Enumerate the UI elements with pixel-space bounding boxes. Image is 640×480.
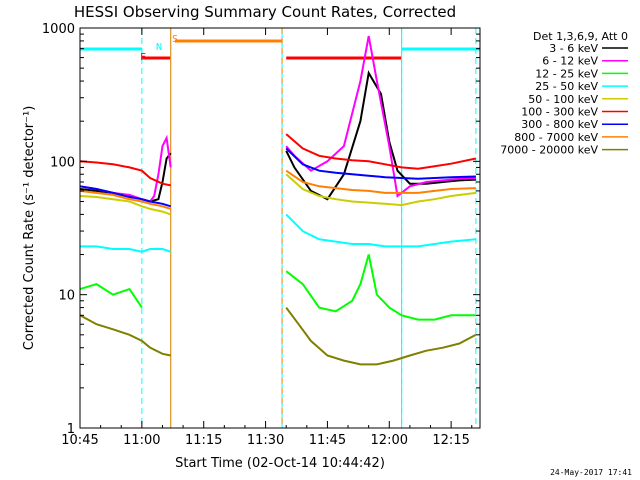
y-tick-label: 100 (50, 155, 75, 170)
series-line (285, 169, 476, 194)
plot-frame (79, 27, 481, 429)
series-line (285, 133, 477, 170)
legend-label: 300 - 800 keV (521, 118, 598, 131)
x-tick-label: 10:45 (61, 433, 98, 448)
legend-label: 800 - 7000 keV (514, 131, 598, 144)
legend-label: 25 - 50 keV (535, 80, 598, 93)
state-bars (80, 39, 480, 60)
series-line (79, 283, 143, 309)
series-line (285, 35, 476, 198)
legend-label: 7000 - 20000 keV (500, 144, 598, 157)
series-line (285, 173, 477, 207)
state-annotation: F (140, 52, 146, 63)
series-line (79, 195, 172, 216)
legend-title: Det 1,3,6,9, Att 0 (533, 30, 628, 43)
series-line (79, 160, 171, 187)
x-tick-label: 12:00 (371, 433, 408, 448)
series-line (285, 254, 476, 321)
x-tick-label: 11:15 (185, 433, 222, 448)
series-line (285, 213, 476, 248)
legend-label: 50 - 100 keV (528, 93, 598, 106)
chart-title: HESSI Observing Summary Count Rates, Cor… (74, 3, 456, 21)
legend-label: 100 - 300 keV (521, 106, 598, 119)
y-tick-label: 10 (58, 289, 75, 304)
legend-label: 3 - 6 keV (549, 42, 598, 55)
legend-label: 12 - 25 keV (535, 67, 598, 80)
y-tick-label: 1 (67, 422, 75, 437)
x-tick-label: 11:00 (123, 433, 160, 448)
y-axis-label: Corrected Count Rate (s⁻¹ detector⁻¹) (22, 106, 37, 351)
date-stamp: 24-May-2017 17:41 (550, 468, 632, 477)
x-axis-label: Start Time (02-Oct-14 10:44:42) (175, 456, 385, 471)
axes: 10:45 11:00 11:15 11:30 11:45 12:00 12:15 1 10 10… (42, 22, 480, 448)
series-line (285, 70, 476, 201)
state-annotation: N (156, 42, 162, 53)
series-line (79, 189, 172, 210)
x-tick-label: 12:15 (432, 433, 469, 448)
y-tick-label: 1000 (42, 22, 75, 37)
series-line (79, 314, 171, 357)
annotations: FNS (140, 34, 178, 63)
state-annotation: S (172, 34, 178, 45)
series-line (80, 245, 172, 253)
x-tick-label: 11:30 (247, 433, 284, 448)
series-line (285, 147, 476, 180)
series-lines (79, 35, 477, 366)
series-line (285, 307, 477, 366)
legend-label: 6 - 12 keV (542, 55, 598, 68)
x-tick-label: 11:45 (309, 433, 346, 448)
series-line (79, 185, 171, 208)
